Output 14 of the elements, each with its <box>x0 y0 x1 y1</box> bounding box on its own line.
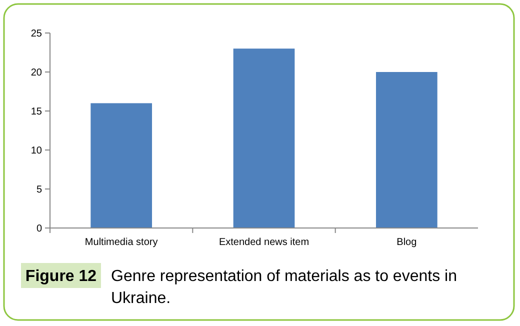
bar <box>233 48 295 228</box>
y-tick-label: 5 <box>36 184 42 196</box>
x-tick-label: Multimedia story <box>84 237 158 248</box>
y-tick-label: 15 <box>30 106 42 118</box>
bar <box>376 72 438 228</box>
y-tick-label: 0 <box>36 224 42 234</box>
x-tick-label: Extended news item <box>218 237 310 248</box>
text: Genre representation of materials as to events in Ukraine. <box>111 268 457 307</box>
caption: Figure 12 <box>25 268 97 285</box>
y-tick-label: 20 <box>30 68 42 78</box>
y-tick-label: 10 <box>30 146 42 156</box>
bar <box>90 103 152 228</box>
y-tick-label: 25 <box>30 28 42 40</box>
x-tick-label: Blog <box>396 237 417 248</box>
